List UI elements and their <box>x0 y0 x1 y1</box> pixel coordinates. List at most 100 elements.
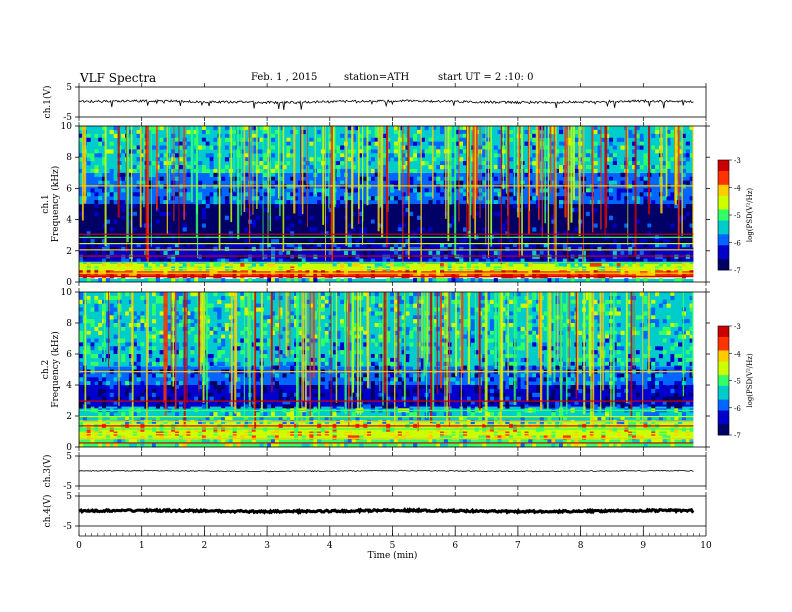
spectrogram-cell <box>551 215 556 220</box>
spectrogram-cell <box>424 145 429 150</box>
spectrogram-cell <box>178 192 183 197</box>
spectrogram-cell <box>79 188 84 193</box>
spectrogram-cell <box>651 243 656 248</box>
spectrogram-cell <box>428 204 433 209</box>
spectrogram-cell <box>267 427 272 432</box>
spectrogram-cell <box>324 250 329 255</box>
spectrogram-cell <box>459 149 464 154</box>
spectrogram-cell <box>125 381 130 386</box>
spectrogram-cell <box>79 373 84 378</box>
spectrogram-cell <box>82 204 87 209</box>
spectrogram-cell <box>413 326 418 332</box>
spectrogram-cell <box>420 149 425 154</box>
spectrogram-cell <box>601 219 606 224</box>
spectrogram-cell <box>309 270 314 275</box>
spectrogram-cell <box>194 381 199 386</box>
spectrogram-cell <box>240 246 245 252</box>
spectrogram-cell <box>370 416 375 421</box>
spectrogram-cell <box>163 196 168 201</box>
spectrogram-cell <box>405 239 410 244</box>
spectrogram-cell <box>255 192 260 197</box>
spectrogram-cell <box>297 342 302 347</box>
spectrogram-cell <box>271 365 276 370</box>
spectrogram-cell <box>221 338 226 343</box>
spectrogram-cell <box>221 439 226 444</box>
spectrogram-cell <box>167 258 172 263</box>
sferic-streak <box>293 126 296 214</box>
spectrogram-cell <box>140 223 145 228</box>
spectrogram-cell <box>163 427 168 432</box>
spectrogram-cell <box>440 204 445 209</box>
spectrogram-cell <box>313 315 318 320</box>
spectrogram-cell <box>482 188 487 193</box>
spectrogram-cell <box>271 145 276 150</box>
spectrogram-cell <box>628 262 633 267</box>
spectrogram-cell <box>382 262 387 267</box>
spectrogram-cell <box>244 204 249 209</box>
spectrogram-cell <box>175 137 180 142</box>
spectrogram-cell <box>370 196 375 201</box>
spectrogram-cell <box>543 250 548 255</box>
spectrogram-cell <box>221 419 226 425</box>
spectrogram-cell <box>505 262 510 267</box>
spectrogram-cell <box>393 219 398 224</box>
spectrogram-cell <box>198 396 203 401</box>
spectrogram-cell <box>140 196 145 201</box>
spectrogram-cell <box>463 439 468 444</box>
spectrogram-cell <box>417 207 422 213</box>
spectrogram-cell <box>463 239 468 244</box>
spectrogram-cell <box>432 439 437 444</box>
spectrogram-cell <box>340 184 345 189</box>
spectrogram-cell <box>305 278 310 283</box>
spectrogram-cell <box>297 176 302 181</box>
spectrogram-cell <box>297 412 302 417</box>
spectrogram-cell <box>278 157 283 162</box>
spectrogram-cell <box>309 243 314 248</box>
spectrogram-cell <box>113 176 118 181</box>
spectrogram-cell <box>347 239 352 244</box>
spectrogram-cell <box>655 239 660 244</box>
spectrogram-cell <box>440 262 445 267</box>
spectrogram-cell <box>221 350 226 355</box>
sferic-streak <box>243 126 246 212</box>
spectrogram-cell <box>186 307 191 312</box>
spectrogram-cell <box>167 373 172 378</box>
spectrogram-cell <box>205 412 210 417</box>
spectrogram-cell <box>678 196 683 201</box>
spectrogram-cell <box>559 180 564 185</box>
spectrogram-cell <box>282 354 287 359</box>
spectrogram-cell <box>374 172 379 177</box>
spectrogram-cell <box>155 443 160 448</box>
spectrogram-cell <box>624 246 629 252</box>
spectrogram-cell <box>470 311 475 316</box>
spectrogram-cell <box>240 270 245 275</box>
spectrogram-cell <box>424 223 429 228</box>
spectrogram-cell <box>612 262 617 267</box>
spectrogram-cell <box>320 307 325 312</box>
colorbar-cell <box>718 220 729 224</box>
spectrogram-cell <box>340 153 345 158</box>
spectrogram-cell <box>551 219 556 224</box>
spectrogram-cell <box>417 227 422 232</box>
spectrogram-cell <box>378 396 383 401</box>
narrowband-line <box>79 243 694 245</box>
spectrogram-cell <box>532 227 537 232</box>
spectrogram-cell <box>528 207 533 213</box>
spectrogram-cell <box>313 231 318 236</box>
spectrogram-cell <box>263 207 268 213</box>
spectrogram-cell <box>532 129 537 135</box>
spectrogram-cell <box>347 342 352 347</box>
spectrogram-cell <box>232 141 237 146</box>
spectrogram-cell <box>140 419 145 425</box>
spectrogram-cell <box>79 388 84 394</box>
spectrogram-cell <box>286 346 291 351</box>
spectrogram-cell <box>409 207 414 213</box>
spectrogram-cell <box>559 129 564 135</box>
spectrogram-cell <box>501 254 506 259</box>
spectrogram-cell <box>213 427 218 432</box>
spectrogram-cell <box>105 227 110 232</box>
spectrogram-cell <box>393 250 398 255</box>
spectrogram-cell <box>86 404 91 409</box>
spectrogram-cell <box>555 200 560 205</box>
spectrogram-cell <box>148 219 153 224</box>
